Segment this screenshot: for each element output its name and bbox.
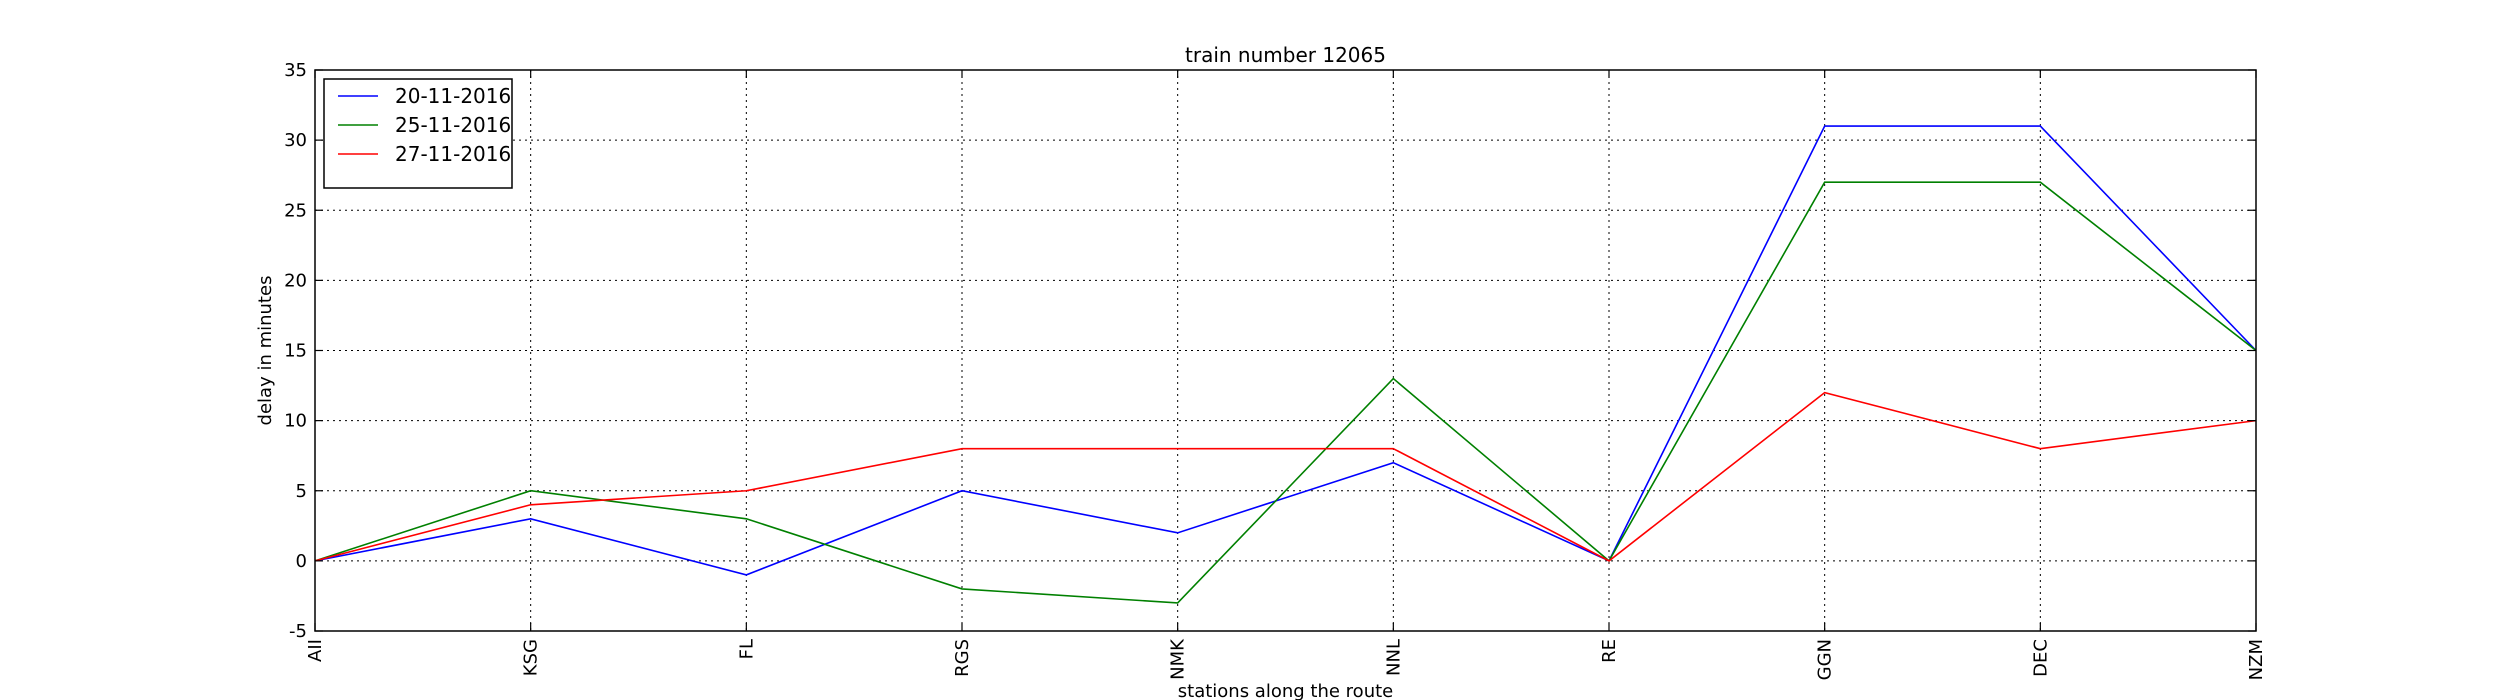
series-line-3 xyxy=(314,391,2257,562)
x-tick-label: RGS xyxy=(952,639,973,677)
y-tick-label: 35 xyxy=(284,60,307,81)
legend-label-2: 25-11-2016 xyxy=(395,113,511,137)
y-tick-label: -5 xyxy=(289,621,307,642)
chart-title: train number 12065 xyxy=(1185,43,1386,67)
x-tick-label: FL xyxy=(736,639,757,659)
x-tick-label: NZM xyxy=(2246,639,2267,680)
grid xyxy=(314,69,2257,632)
y-axis-ticks: -5 0 5 10 15 20 25 30 35 xyxy=(284,60,2256,642)
y-tick-label: 15 xyxy=(284,341,307,362)
y-tick-label: 25 xyxy=(284,200,307,221)
plot-frame xyxy=(314,69,2257,632)
x-tick-label: RE xyxy=(1599,639,1620,663)
legend-box xyxy=(323,78,513,189)
series-line-2 xyxy=(314,181,2257,604)
x-tick-label: GGN xyxy=(1815,639,1836,680)
y-tick-label: 20 xyxy=(284,270,307,291)
x-axis-ticks: AII KSG FL RGS NMK NNL RE GGN DEC NZM xyxy=(305,70,2267,680)
x-tick-label: AII xyxy=(305,639,326,662)
y-tick-label: 30 xyxy=(284,130,307,151)
series-lines xyxy=(314,125,2257,604)
x-tick-label: NNL xyxy=(1383,639,1404,676)
legend: 20-11-2016 25-11-2016 27-11-2016 xyxy=(323,78,513,189)
legend-label-1: 20-11-2016 xyxy=(395,84,511,108)
y-tick-label: 10 xyxy=(284,411,307,432)
x-tick-label: NMK xyxy=(1168,638,1189,680)
y-tick-label: 0 xyxy=(296,551,307,572)
x-axis-label: stations along the route xyxy=(1178,681,1393,700)
x-tick-label: DEC xyxy=(2030,639,2051,677)
x-tick-label: KSG xyxy=(521,639,542,676)
y-tick-label: 5 xyxy=(296,481,307,502)
series-line-1 xyxy=(314,125,2257,576)
legend-label-3: 27-11-2016 xyxy=(395,142,511,166)
y-axis-label: delay in minutes xyxy=(255,276,276,426)
